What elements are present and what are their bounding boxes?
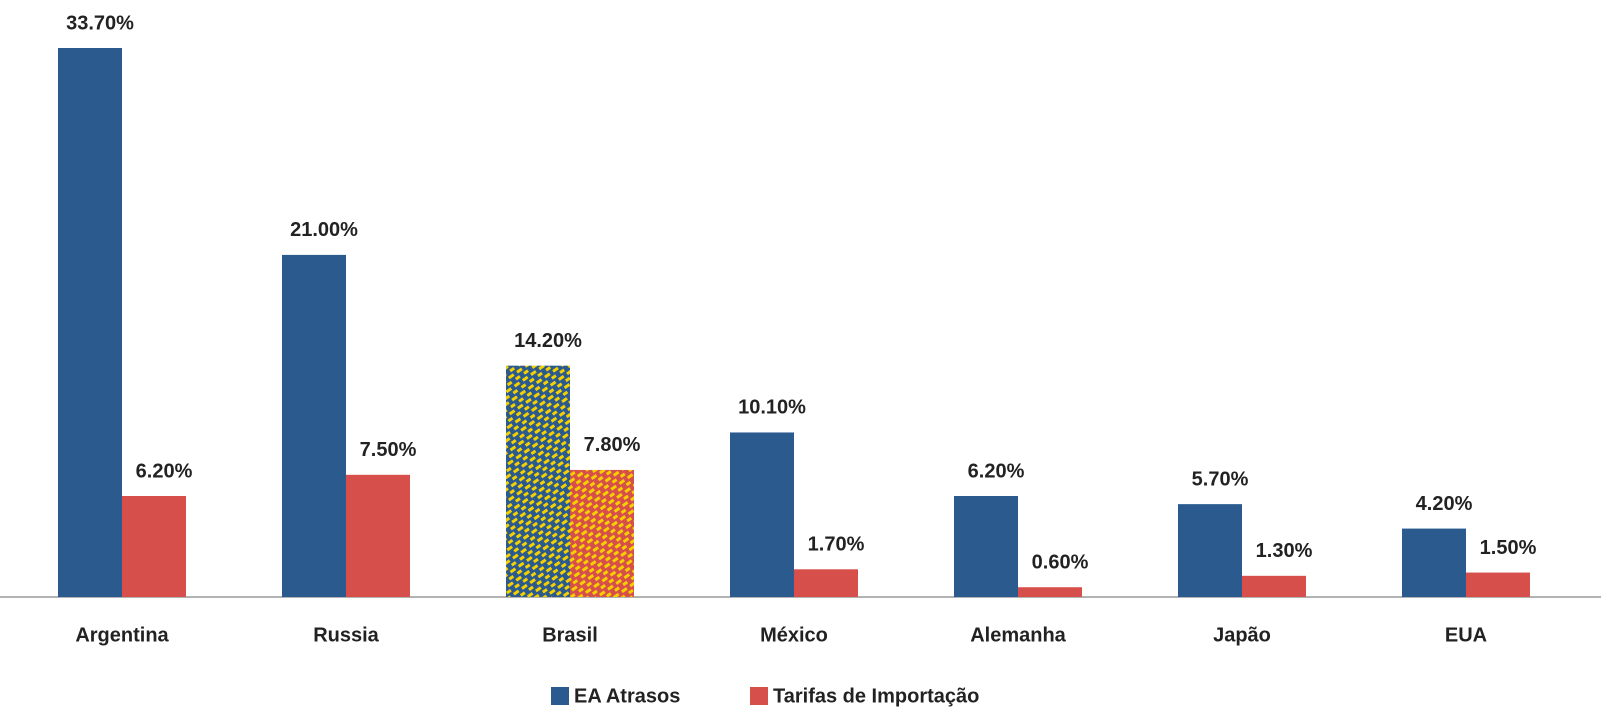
bar [1466,572,1530,597]
bar [1178,504,1242,597]
value-label: 6.20% [968,460,1025,482]
x-tick-label: Alemanha [970,624,1066,646]
bar [794,569,858,597]
value-label: 1.70% [808,534,865,556]
value-label: 10.10% [738,397,806,419]
bar [570,469,634,597]
value-label: 4.20% [1416,493,1473,515]
x-tick-label: EUA [1445,624,1487,646]
bar [122,495,186,597]
x-tick-label: Argentina [75,624,169,646]
value-label: 1.50% [1480,537,1537,559]
bar [58,48,122,597]
value-label: 1.30% [1256,540,1313,562]
value-label: 33.70% [66,12,134,34]
bar [730,432,794,597]
value-label: 21.00% [290,219,358,241]
bar [346,474,410,597]
value-label: 5.70% [1192,468,1249,490]
value-label: 14.20% [514,330,582,352]
value-label: 7.80% [584,434,641,456]
legend-swatch [551,687,569,705]
x-tick-label: México [760,624,828,646]
bar [1018,587,1082,597]
legend-swatch [750,687,768,705]
value-label: 7.50% [360,439,417,461]
value-label: 6.20% [136,460,193,482]
bar [506,365,570,597]
bar [282,254,346,597]
legend-label: EA Atrasos [574,685,680,707]
x-tick-label: Japão [1213,624,1271,646]
bar [954,495,1018,597]
value-label: 0.60% [1032,552,1089,574]
bar [1242,575,1306,597]
x-tick-label: Brasil [542,624,598,646]
x-tick-label: Russia [313,624,379,646]
legend-label: Tarifas de Importação [773,685,979,707]
bar [1402,528,1466,597]
